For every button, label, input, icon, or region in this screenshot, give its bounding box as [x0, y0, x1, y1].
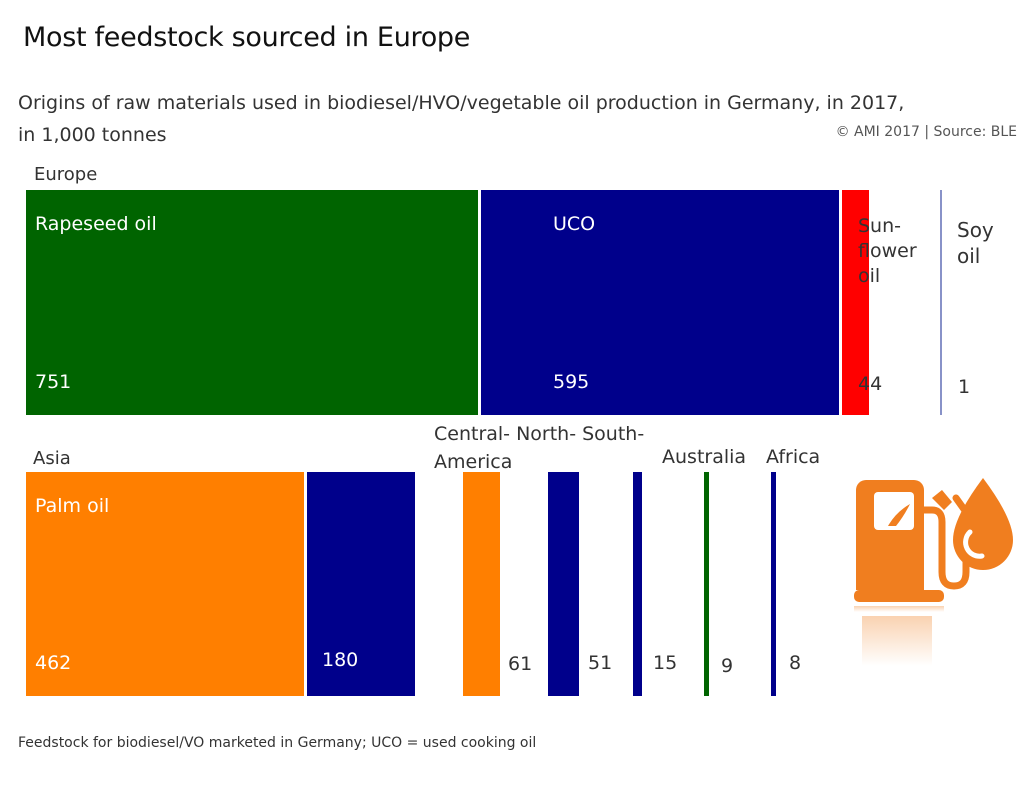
region-label-america-text: Central- North- South- America	[434, 423, 645, 473]
oil-drop-icon	[953, 478, 1013, 570]
region-label-africa: Africa	[766, 446, 821, 468]
value-uco: 595	[553, 371, 590, 393]
bar-soy-oil	[940, 190, 942, 415]
label-uco: UCO	[553, 213, 596, 235]
value-rapeseed-oil: 751	[35, 371, 72, 393]
region-label-europe: Europe	[34, 164, 98, 185]
value-africa: 8	[789, 652, 802, 674]
label-soy-oil: Soy oil	[957, 218, 994, 268]
fuel-pump-icon	[854, 478, 1013, 666]
bar-africa	[771, 472, 776, 696]
bar-australia	[704, 472, 710, 696]
bar-uco-europe	[481, 190, 840, 415]
value-america-north: 51	[588, 652, 613, 674]
bar-sunflower-oil	[842, 190, 869, 415]
value-america-central: 61	[508, 653, 533, 675]
region-label-america: Central- North- South- America	[434, 420, 674, 476]
bar-uco-asia	[307, 472, 416, 696]
source-note: © AMI 2017 | Source: BLE	[835, 124, 1017, 140]
value-america-south: 15	[653, 652, 678, 674]
region-label-asia: Asia	[33, 448, 71, 469]
label-palm-oil: Palm oil	[35, 495, 110, 517]
value-australia: 9	[721, 655, 734, 677]
value-uco-asia: 180	[322, 649, 359, 671]
bar-rapeseed-oil	[26, 190, 478, 415]
region-label-australia: Australia	[662, 446, 747, 468]
bar-america-north	[548, 472, 579, 696]
value-sunflower-oil: 44	[858, 373, 883, 395]
chart-title: Most feedstock sourced in Europe	[23, 22, 471, 53]
footnote: Feedstock for biodiesel/VO marketed in G…	[18, 735, 537, 751]
value-palm-oil: 462	[35, 652, 72, 674]
value-soy-oil: 1	[958, 376, 971, 398]
bar-palm-oil	[26, 472, 304, 696]
bar-america-south	[633, 472, 643, 696]
chart-subtitle: Origins of raw materials used in biodies…	[18, 92, 905, 146]
label-rapeseed-oil: Rapeseed oil	[35, 213, 157, 235]
label-sunflower-oil: Sun-flower oil	[858, 215, 917, 287]
bar-america-central	[463, 472, 500, 696]
